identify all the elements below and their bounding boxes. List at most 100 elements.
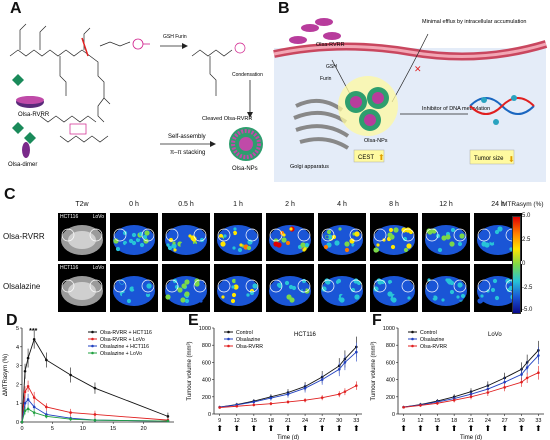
mri-cest-map xyxy=(110,213,158,261)
gsh-label: GSH xyxy=(326,64,337,70)
legend-entry: Olsalazine + LoVo xyxy=(100,351,142,357)
data-point xyxy=(343,390,347,393)
x-tick-label: 0 xyxy=(20,426,23,432)
data-point xyxy=(23,401,27,405)
mri-cest-map xyxy=(318,213,366,261)
mri-cest-map xyxy=(162,264,210,312)
legend-marker xyxy=(411,337,414,341)
injection-arrow: ⬆ xyxy=(336,424,343,433)
colorbar-tick-5: -5.0 xyxy=(522,307,533,313)
x-tick-label: 10 xyxy=(80,426,86,432)
mri-cest-map xyxy=(162,213,210,261)
series-line xyxy=(403,350,539,408)
y-tick-label: 0 xyxy=(208,412,211,418)
y-tick-label: 0 xyxy=(392,412,395,418)
panel-letter-e: E xyxy=(188,312,199,329)
time-header-7: 24 h xyxy=(491,201,505,208)
injection-arrow: ⬆ xyxy=(535,424,542,433)
data-point xyxy=(525,366,529,369)
injection-arrow: ⬆ xyxy=(353,424,360,433)
x-tick-label: 9 xyxy=(402,418,405,424)
x-tick-label: 21 xyxy=(468,418,474,424)
row-label-olsalazine: Olsalazine xyxy=(3,282,41,291)
data-point xyxy=(469,395,473,399)
data-point xyxy=(537,371,540,375)
injection-arrow: ⬆ xyxy=(501,424,508,433)
data-point xyxy=(452,398,456,402)
injection-arrow: ⬆ xyxy=(302,424,309,433)
data-point xyxy=(23,369,27,373)
data-point xyxy=(32,411,36,414)
olsa-dimer-label: Olsa-dimer xyxy=(8,162,37,168)
significance-annotation: *** xyxy=(29,328,37,335)
data-point xyxy=(286,400,290,404)
injection-arrow: ⬆ xyxy=(451,424,458,433)
data-point xyxy=(486,391,490,394)
data-point xyxy=(26,398,30,401)
y-tick-label: 0 xyxy=(16,420,19,426)
injection-arrow: ⬆ xyxy=(400,424,407,433)
data-point xyxy=(252,400,256,404)
data-point xyxy=(26,356,30,360)
data-point xyxy=(45,413,48,416)
pistacking-label: π–π stacking xyxy=(170,150,205,156)
data-point xyxy=(537,354,540,357)
injection-arrow: ⬆ xyxy=(468,424,475,433)
colorbar-tick-3: 0 xyxy=(522,261,526,267)
t2w-header: T2w xyxy=(75,201,89,208)
olsa-rvrr-label-b: Olsa-RVRR xyxy=(316,42,345,48)
legend-marker xyxy=(411,344,414,348)
panel-letter-b: B xyxy=(278,0,290,17)
olsa-diamond-a xyxy=(12,74,24,86)
time-header-2: 1 h xyxy=(233,201,243,208)
data-point xyxy=(343,361,347,364)
x-tick-label: 30 xyxy=(336,418,342,424)
injection-arrow: ⬆ xyxy=(216,424,223,433)
legend-marker xyxy=(91,351,94,355)
data-point xyxy=(503,386,506,389)
olsa-nps-particle xyxy=(229,127,263,161)
panel-letter-c: C xyxy=(4,186,16,203)
series-line xyxy=(219,351,357,408)
injection-arrow: ⬆ xyxy=(285,424,292,433)
colorbar-tick-1: 5.0 xyxy=(522,213,531,219)
legend-marker xyxy=(227,344,230,348)
olsa-nps-label-b: Olsa-NPs xyxy=(364,138,388,144)
golgi-label: Golgi apparatus xyxy=(290,164,329,170)
injection-arrow: ⬆ xyxy=(319,424,326,433)
x-tick-label: 24 xyxy=(302,418,308,424)
data-point xyxy=(320,378,324,381)
y-axis-label: Tumour volume (mm³) xyxy=(187,341,193,400)
data-point xyxy=(355,384,358,387)
panel-a-schematic: Olsa-RVRR GSH Furin Cleaved Olsa-RVRR Co… xyxy=(8,23,263,172)
tumor-down-arrow: ⬇ xyxy=(508,155,515,164)
olsa-rvrr-label-a: Olsa-RVRR xyxy=(18,112,50,118)
cell-line-label-left: HCT116 xyxy=(60,265,79,271)
data-point xyxy=(355,350,358,354)
y-tick-label: 600 xyxy=(202,360,211,366)
x-tick-label: 21 xyxy=(285,418,291,424)
data-point xyxy=(520,380,523,384)
x-tick-label: 15 xyxy=(251,418,257,424)
legend-entry: Olsa-RVRR + HCT116 xyxy=(100,330,152,336)
legend-entry: Olsa-RVRR xyxy=(236,344,263,350)
y-tick-label: 800 xyxy=(386,343,395,349)
data-point xyxy=(166,415,170,418)
series-line xyxy=(403,355,539,408)
colorbar-tick-2: 2.5 xyxy=(522,237,531,243)
series-line xyxy=(219,385,357,408)
minimal-efflux-label: Minimal efflux by intracellular accumula… xyxy=(422,19,526,25)
cest-up-arrow: ⬆ xyxy=(378,153,385,162)
injection-arrow: ⬆ xyxy=(518,424,525,433)
time-header-4: 4 h xyxy=(337,201,347,208)
data-point xyxy=(286,392,290,396)
mri-t2w-image: HCT116 LoVo xyxy=(58,264,106,312)
y-axis-label: Tumour volume (mm³) xyxy=(371,341,377,400)
time-header-6: 12 h xyxy=(439,201,453,208)
cleavage-mark xyxy=(81,37,89,57)
legend-marker xyxy=(91,330,94,334)
methyl-dot-3 xyxy=(493,119,499,125)
data-point xyxy=(419,404,422,407)
data-point xyxy=(32,337,36,341)
legend-entry: Control xyxy=(236,330,253,336)
